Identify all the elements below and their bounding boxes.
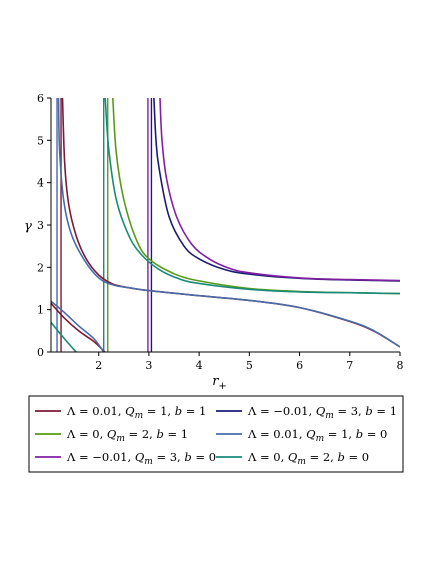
series-line-6: [51, 321, 77, 352]
y-tick-label: 0: [37, 346, 44, 359]
y-tick-label: 5: [37, 134, 44, 147]
series-line-4: [51, 300, 105, 352]
x-tick-label: 4: [196, 359, 203, 372]
series-line-1: [51, 302, 106, 352]
legend-label-1: Λ = 0.01, Qm = 1, b = 1: [66, 404, 206, 421]
y-tick-label: 6: [37, 92, 44, 105]
legend-label-6: Λ = 0, Qm = 2, b = 0: [247, 450, 369, 467]
x-axis-label-sub: +: [218, 381, 226, 392]
series-line-2: [153, 97, 400, 282]
series-line-5: [159, 97, 400, 282]
series-line-1: [61, 97, 400, 348]
x-tick-label: 8: [397, 359, 404, 372]
y-tick-label: 3: [37, 219, 44, 232]
series-layer: [51, 97, 400, 352]
legend-label-5: Λ = −0.01, Qm = 3, b = 0: [66, 450, 216, 467]
legend-label-3: Λ = 0, Qm = 2, b = 1: [66, 427, 188, 444]
series-line-6: [104, 97, 400, 295]
x-tick-label: 7: [346, 359, 353, 372]
y-tick-label: 4: [37, 177, 44, 190]
series-line-4: [57, 97, 400, 348]
x-tick-label: 5: [246, 359, 253, 372]
y-tick-label: 1: [37, 304, 44, 317]
legend-label-4: Λ = 0.01, Qm = 1, b = 0: [247, 427, 387, 444]
x-tick-label: 3: [145, 359, 152, 372]
legend: Λ = 0.01, Qm = 1, b = 1 Λ = −0.01, Qm = 3…: [28, 395, 404, 473]
x-tick-label: 2: [95, 359, 102, 372]
y-axis-label: γ: [24, 219, 32, 234]
x-tick-label: 6: [296, 359, 303, 372]
x-axis-label: r+: [212, 374, 227, 392]
asymptote-layer: [56, 98, 153, 352]
legend-label-2: Λ = −0.01, Qm = 3, b = 1: [247, 404, 397, 421]
tick-layer: 2 3 4 5 6 7 8 0 1 2 3 4 5 6: [37, 92, 404, 372]
y-tick-label: 2: [37, 261, 44, 274]
x-axis-label-main: r: [212, 374, 219, 389]
